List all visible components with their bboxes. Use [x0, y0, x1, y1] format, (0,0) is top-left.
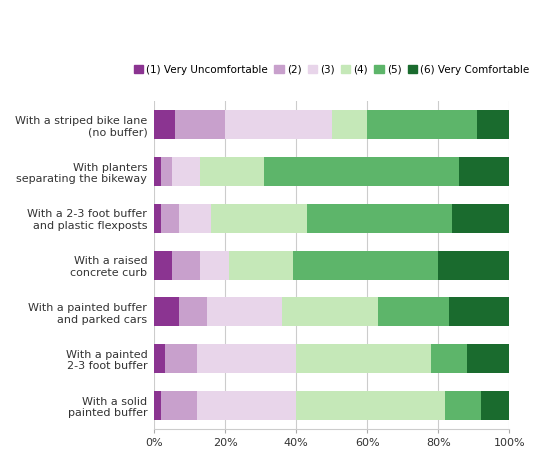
Bar: [176, 110, 225, 139]
Bar: [154, 250, 172, 280]
Bar: [282, 297, 378, 326]
Bar: [332, 110, 367, 139]
Bar: [477, 110, 509, 139]
Bar: [154, 391, 161, 420]
Bar: [161, 204, 179, 233]
Bar: [481, 391, 509, 420]
Bar: [172, 250, 200, 280]
Bar: [225, 110, 332, 139]
Bar: [378, 297, 449, 326]
Bar: [211, 204, 307, 233]
Bar: [453, 204, 509, 233]
Bar: [460, 157, 509, 186]
Bar: [154, 157, 161, 186]
Bar: [264, 157, 460, 186]
Bar: [296, 344, 431, 373]
Bar: [179, 297, 207, 326]
Bar: [449, 297, 509, 326]
Bar: [197, 344, 296, 373]
Bar: [154, 204, 161, 233]
Bar: [229, 250, 293, 280]
Bar: [467, 344, 509, 373]
Bar: [165, 344, 197, 373]
Bar: [161, 157, 172, 186]
Legend: (1) Very Uncomfortable, (2), (3), (4), (5), (6) Very Comfortable: (1) Very Uncomfortable, (2), (3), (4), (…: [130, 61, 534, 79]
Bar: [200, 250, 229, 280]
Bar: [161, 391, 197, 420]
Bar: [431, 344, 467, 373]
Bar: [367, 110, 477, 139]
Bar: [207, 297, 282, 326]
Bar: [154, 110, 176, 139]
Bar: [293, 250, 438, 280]
Bar: [200, 157, 264, 186]
Bar: [154, 344, 165, 373]
Bar: [296, 391, 446, 420]
Bar: [172, 157, 200, 186]
Bar: [307, 204, 453, 233]
Bar: [446, 391, 481, 420]
Bar: [438, 250, 509, 280]
Bar: [154, 297, 179, 326]
Bar: [197, 391, 296, 420]
Bar: [179, 204, 211, 233]
